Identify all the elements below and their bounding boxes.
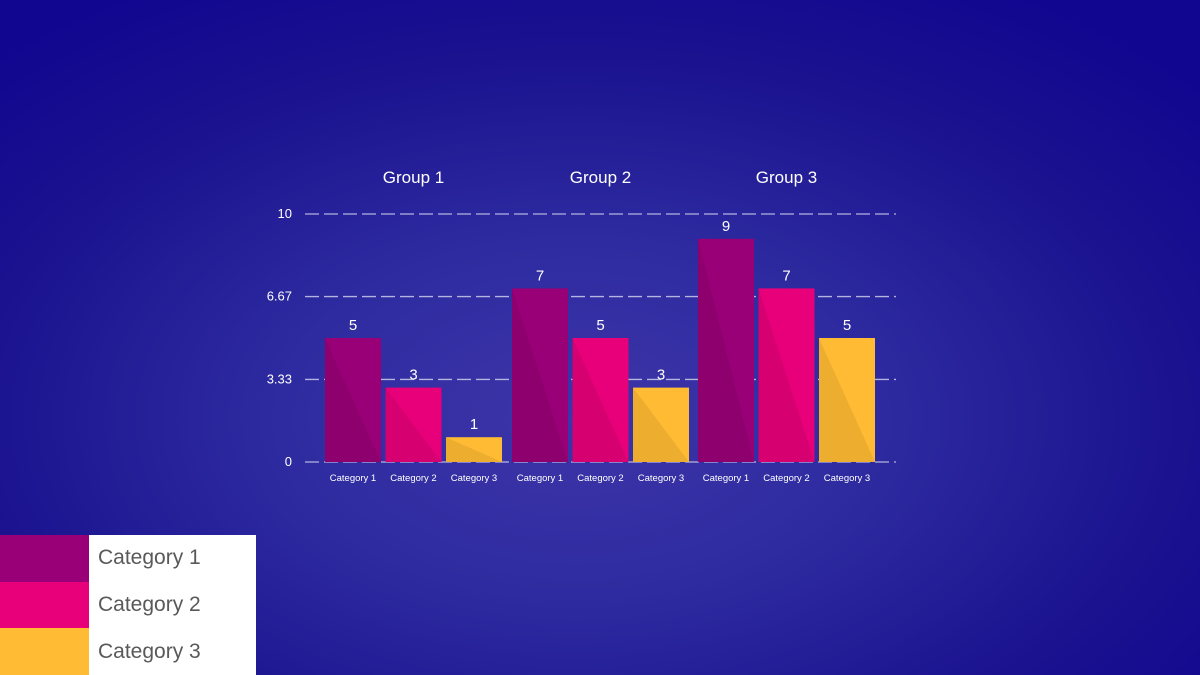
x-tick-label: Category 3: [451, 473, 497, 484]
bar-shading: [446, 437, 502, 462]
bar: [385, 387, 442, 462]
y-tick-label: 6.67: [267, 289, 292, 304]
bar-shading: [572, 338, 629, 462]
bar: [325, 338, 381, 462]
bar: [512, 288, 568, 462]
data-label: 5: [349, 317, 357, 334]
x-tick-label: Category 2: [763, 473, 809, 484]
data-label: 1: [470, 416, 478, 433]
legend: Category 1 Category 2 Category 3: [0, 535, 256, 675]
bar-shading: [633, 387, 689, 462]
data-label: 3: [657, 367, 665, 384]
y-axis-tick-labels: 0 3.33 6.67 10: [267, 206, 292, 469]
data-label: 5: [843, 317, 851, 334]
y-tick-label: 10: [278, 206, 292, 221]
x-tick-label: Category 1: [330, 473, 376, 484]
data-label: 9: [722, 218, 730, 235]
data-label: 5: [596, 317, 604, 334]
bar: [698, 238, 754, 462]
x-tick-label: Category 1: [703, 473, 749, 484]
bar-shading: [385, 387, 442, 462]
legend-swatch: [0, 581, 89, 629]
bar: [572, 338, 629, 462]
bar-shading: [758, 288, 815, 462]
x-tick-label: Category 3: [638, 473, 684, 484]
bar-shading: [819, 338, 875, 462]
category-tick-labels: Category 1 Category 2 Category 3 Category 1…: [330, 473, 870, 484]
data-label: 7: [536, 267, 544, 284]
bar-shading: [512, 288, 568, 462]
bars: [325, 238, 875, 462]
y-tick-label: 3.33: [267, 371, 292, 386]
group-title: Group 1: [383, 168, 444, 187]
legend-swatch: [0, 535, 89, 582]
bar-shading: [325, 338, 381, 462]
x-tick-label: Category 3: [824, 473, 870, 484]
legend-swatch: [0, 628, 89, 675]
legend-label: Category 2: [98, 592, 201, 616]
x-tick-label: Category 1: [517, 473, 563, 484]
group-titles: Group 1 Group 2 Group 3: [383, 168, 817, 187]
y-tick-label: 0: [285, 454, 292, 469]
legend-item: Category 2: [0, 581, 256, 629]
legend-item: Category 3: [0, 628, 256, 675]
bar: [758, 288, 815, 462]
x-tick-label: Category 2: [390, 473, 436, 484]
data-label: 3: [409, 367, 417, 384]
x-tick-label: Category 2: [577, 473, 623, 484]
bar-shading: [698, 238, 754, 462]
group-title: Group 3: [756, 168, 817, 187]
legend-item: Category 1: [0, 535, 256, 582]
group-title: Group 2: [570, 168, 631, 187]
bar: [819, 338, 875, 462]
bar: [633, 387, 689, 462]
data-label: 7: [782, 267, 790, 284]
legend-label: Category 1: [98, 546, 201, 570]
data-labels: 5 3 1 7 5 3 9 7 5: [349, 218, 851, 433]
bar: [446, 437, 502, 462]
legend-label: Category 3: [98, 639, 201, 663]
